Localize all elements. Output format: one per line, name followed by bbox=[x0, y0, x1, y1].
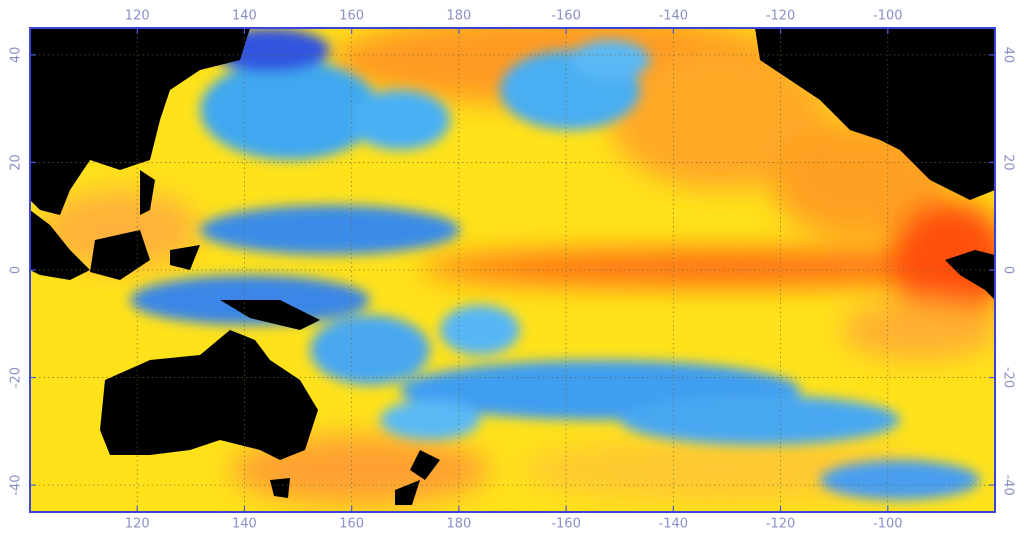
x-tick-label: -160 bbox=[551, 9, 581, 24]
y-tick-label: 20 bbox=[9, 154, 24, 171]
x-tick-label: -140 bbox=[659, 517, 689, 532]
x-tick-label: 160 bbox=[339, 517, 364, 532]
x-tick-label: 180 bbox=[446, 517, 471, 532]
y-tick-label: 0 bbox=[1001, 266, 1016, 274]
x-tick-label: -160 bbox=[551, 517, 581, 532]
cool-regions bbox=[130, 28, 980, 500]
y-tick-label: -20 bbox=[1001, 367, 1016, 388]
y-tick-label: 0 bbox=[9, 266, 24, 274]
x-tick-label: 140 bbox=[232, 9, 257, 24]
y-tick-label: 40 bbox=[9, 47, 24, 64]
y-tick-label: -20 bbox=[9, 367, 24, 388]
y-tick-label: -40 bbox=[9, 474, 24, 495]
x-tick-label: 180 bbox=[446, 9, 471, 24]
x-tick-label: 120 bbox=[125, 517, 150, 532]
x-tick-label: -120 bbox=[766, 9, 796, 24]
y-tick-label: 40 bbox=[1001, 47, 1016, 64]
map-frame bbox=[29, 27, 996, 513]
y-tick-label: 20 bbox=[1001, 154, 1016, 171]
x-tick-label: 120 bbox=[125, 9, 150, 24]
x-tick-label: -100 bbox=[873, 517, 903, 532]
x-tick-label: 140 bbox=[232, 517, 257, 532]
x-tick-label: -120 bbox=[766, 517, 796, 532]
x-tick-label: 160 bbox=[339, 9, 364, 24]
x-tick-label: -100 bbox=[873, 9, 903, 24]
x-tick-label: -140 bbox=[659, 9, 689, 24]
sea-surface-field bbox=[30, 28, 995, 512]
land bbox=[30, 28, 995, 505]
axis-labels: 120 120 140 140 160 160 180 180 -160 -160 -140 -140… bbox=[9, 9, 1016, 532]
y-tick-label: -40 bbox=[1001, 474, 1016, 495]
